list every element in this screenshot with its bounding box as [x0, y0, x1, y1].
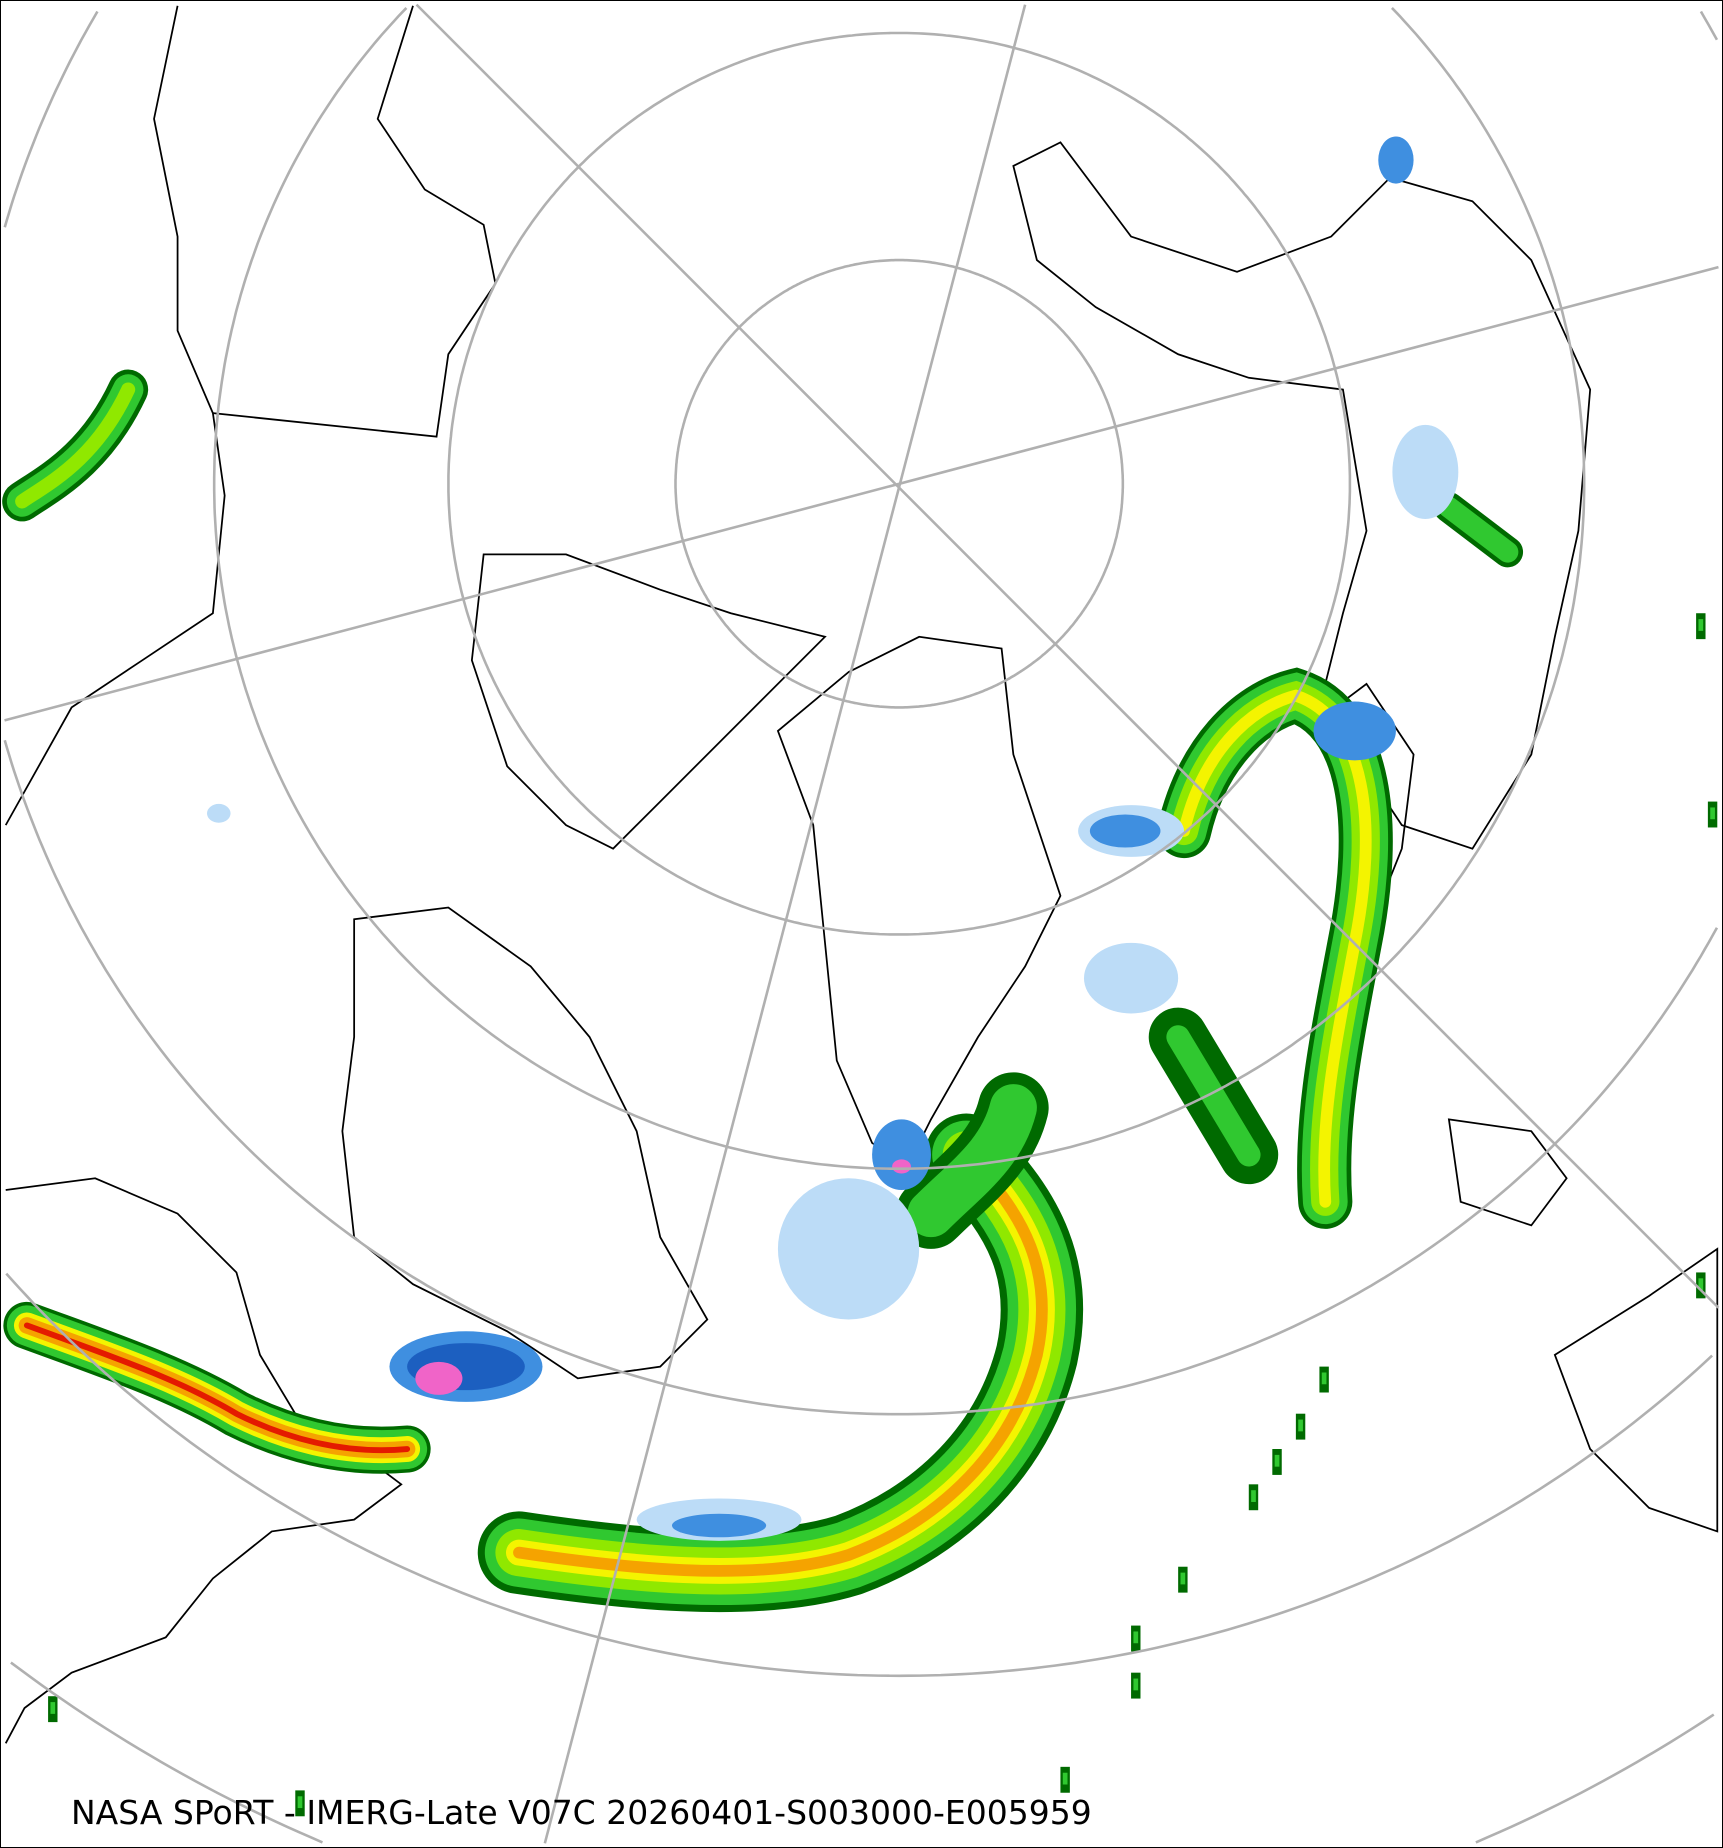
precip-area: [1089, 814, 1161, 848]
graticule: [3, 3, 1720, 1844]
precip-cell: [1062, 1772, 1068, 1785]
precip-area: [1083, 942, 1179, 1014]
precip-band: [23, 1322, 411, 1454]
precip-cell: [1133, 1631, 1139, 1644]
precip-cell: [1180, 1572, 1186, 1585]
precip-area: [415, 1361, 463, 1395]
precip-area: [872, 1119, 931, 1191]
precip-area: [207, 803, 231, 823]
precip-cell: [1321, 1372, 1327, 1385]
precip-band: [1178, 689, 1372, 1208]
latitude-circle: [5, 1272, 1713, 1678]
precip-band: [15, 382, 136, 509]
meridian-line: [415, 3, 1720, 1309]
precip-cell: [1274, 1454, 1280, 1467]
precip-cell: [50, 1702, 56, 1714]
coastline: [776, 635, 1062, 1168]
meridian-line: [4, 265, 1719, 722]
precip-area: [671, 1513, 767, 1538]
precip-band: [1438, 496, 1519, 563]
coastline: [212, 5, 497, 438]
precip-area: [777, 1178, 920, 1320]
coastlines: [4, 5, 1719, 1744]
meridian-line: [543, 4, 1027, 1844]
precip-band: [1166, 1025, 1261, 1167]
precip-cell: [1698, 619, 1704, 631]
coastline: [1318, 682, 1415, 908]
precip-area: [1313, 701, 1396, 761]
coastline: [4, 5, 226, 826]
map-caption: NASA SPoRT - IMERG-Late V07C 20260401-S0…: [71, 1793, 1092, 1832]
latitude-circle: [3, 10, 1719, 1416]
latitude-circle: [10, 1661, 1715, 1844]
precip-area: [892, 1159, 911, 1174]
precip-cell: [1710, 807, 1715, 820]
coastline: [341, 906, 709, 1380]
coastline: [4, 1177, 403, 1744]
precip-area: [1378, 136, 1414, 184]
precip-cell: [1133, 1678, 1139, 1691]
precipitation-layer: [2, 136, 1718, 1817]
precip-area: [1392, 424, 1459, 520]
latitude-circle: [447, 31, 1352, 936]
coastline: [1012, 141, 1592, 850]
coastline: [470, 553, 827, 850]
latitude-circle: [674, 258, 1125, 709]
precip-band: [513, 1148, 1048, 1577]
coastline: [1553, 1247, 1719, 1533]
precip-cell: [1698, 1278, 1704, 1291]
precip-cell: [1298, 1419, 1303, 1432]
latitude-circle: [212, 7, 1586, 1171]
precip-cell: [297, 1796, 303, 1809]
precip-cell: [1251, 1490, 1256, 1502]
coastline: [1447, 1118, 1568, 1227]
